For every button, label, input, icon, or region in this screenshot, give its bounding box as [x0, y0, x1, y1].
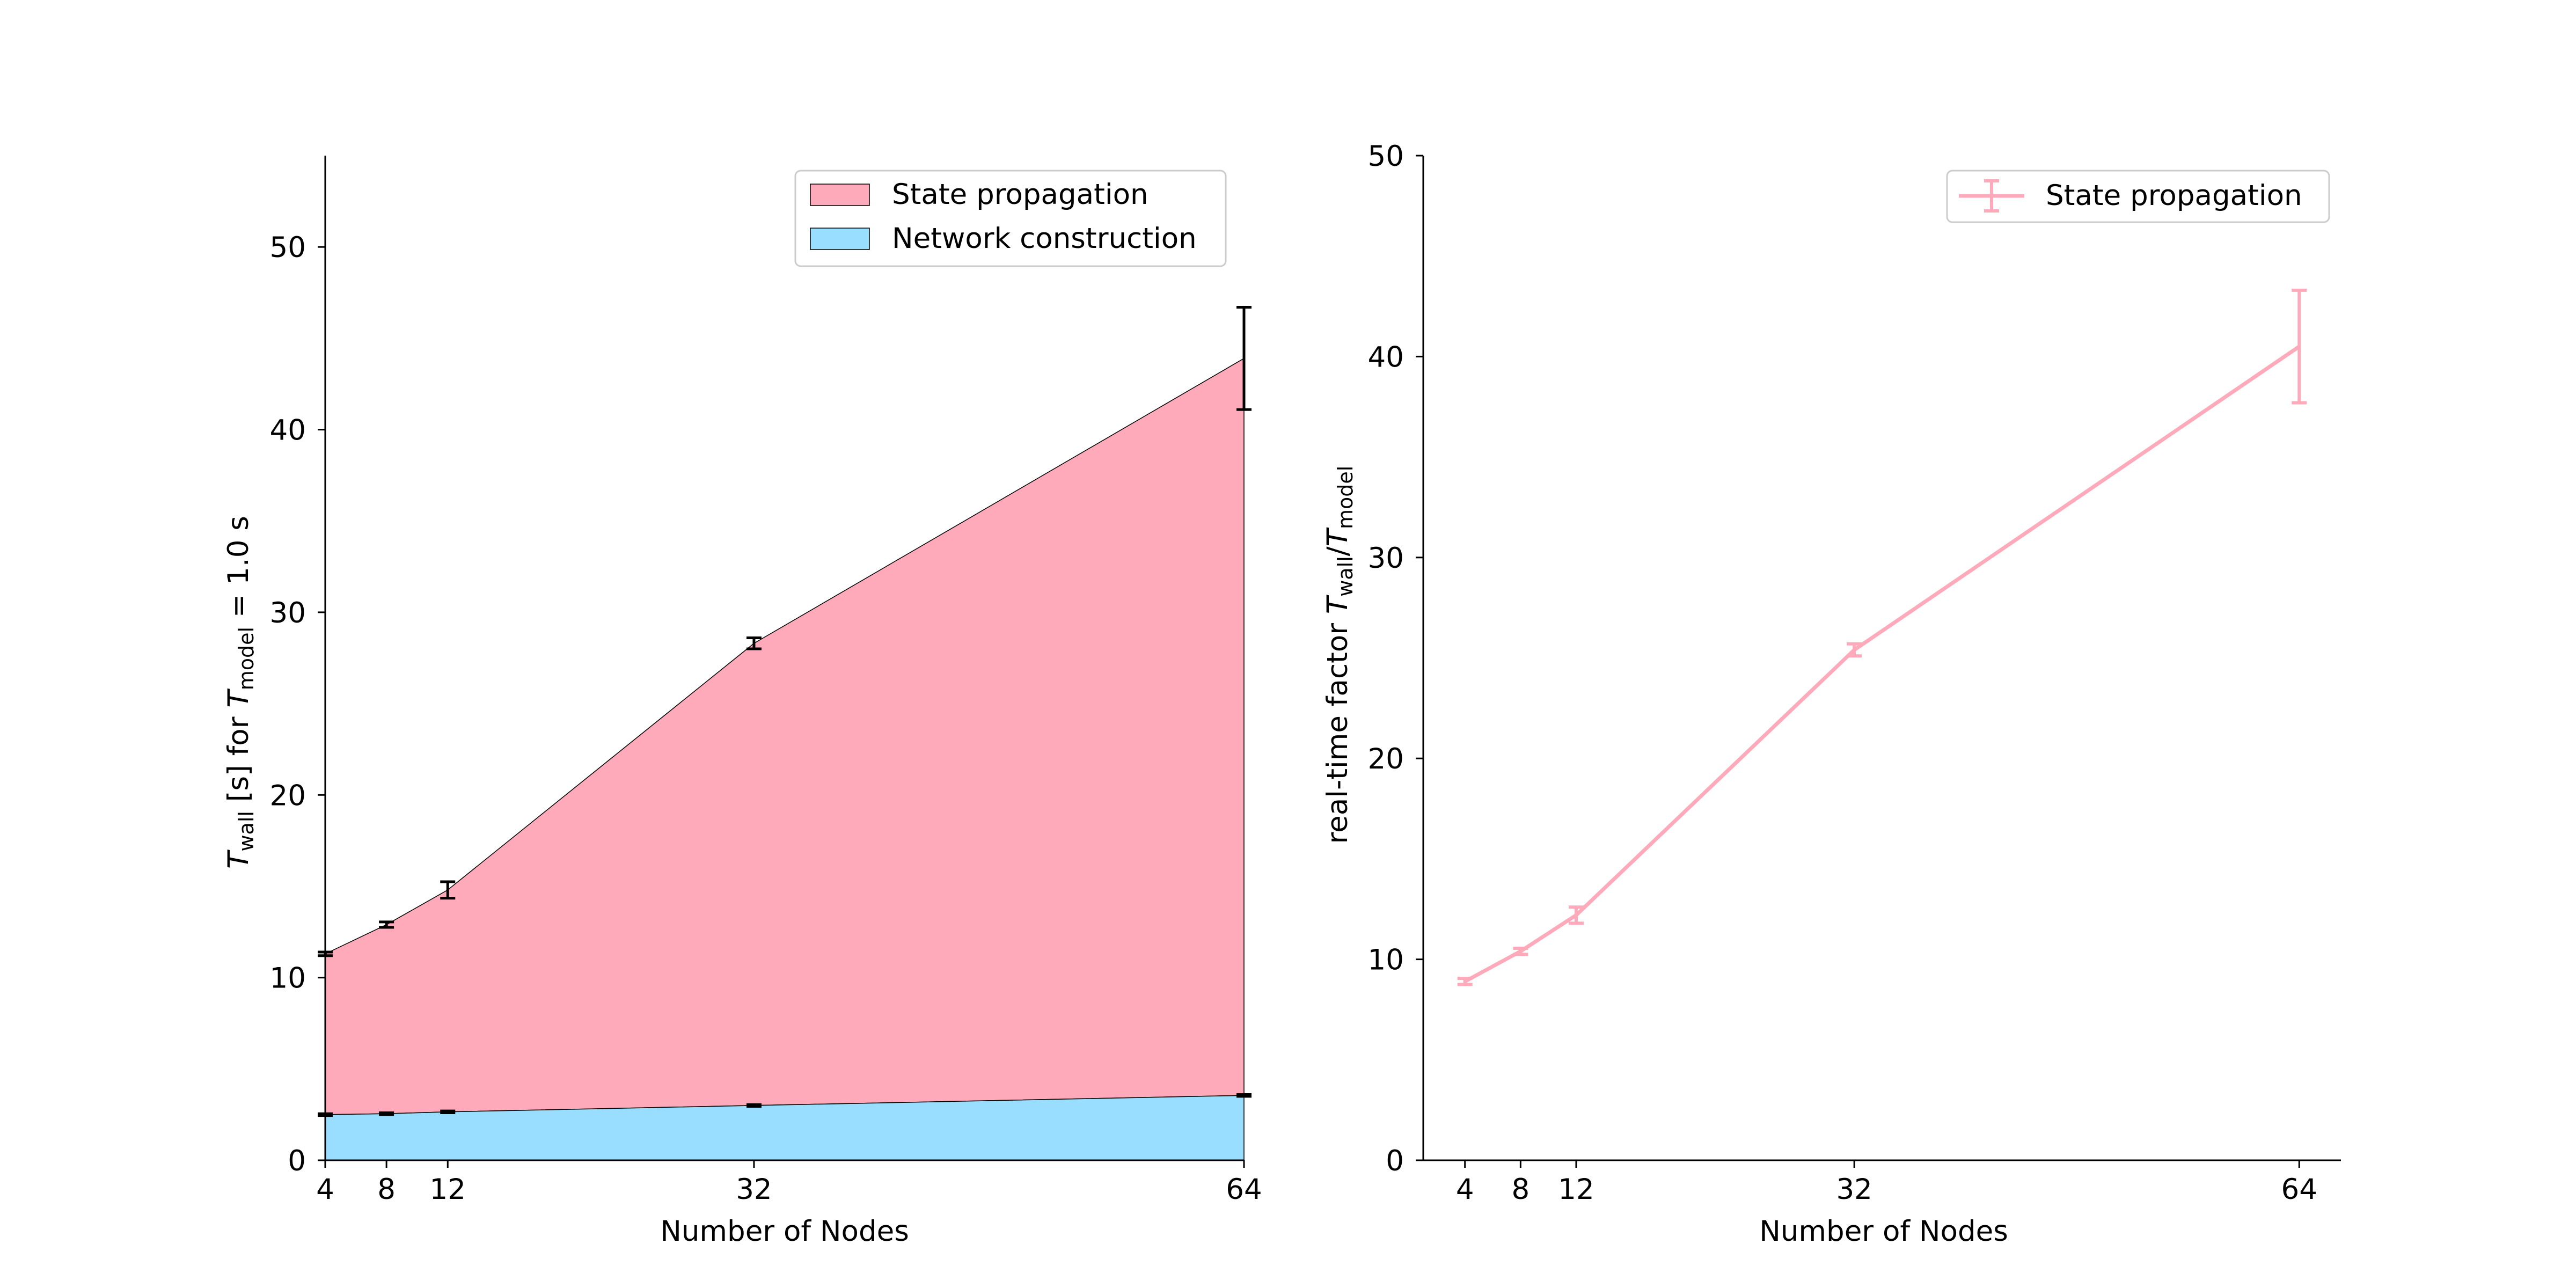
legend-swatch-network-construction	[810, 228, 870, 250]
left-y-ticks: 0 10 20 30 40 50	[270, 231, 325, 1177]
legend-label-right-state-propagation: State propagation	[2046, 179, 2302, 212]
left-axes	[324, 156, 1244, 1161]
right-series-line	[1464, 345, 2301, 983]
real-time-factor-error-bar	[2292, 288, 2307, 405]
legend-label-network-construction: Network construction	[892, 222, 1197, 255]
right-axes	[1422, 156, 2341, 1161]
y-tick-label: 30	[1368, 542, 1404, 575]
x-tick-label: 32	[736, 1173, 772, 1206]
real-time-factor-error-bar	[1513, 947, 1528, 956]
y-tick-label: 0	[288, 1145, 306, 1177]
y-tick-label: 40	[1368, 341, 1404, 374]
right-chart-panel: 4 8 12 32 64 0 10 20 30 40 50 Number of Nodes rea…	[1321, 140, 2341, 1248]
network-construction-error-bar	[379, 1111, 394, 1116]
state-propagation-error-bar	[746, 636, 762, 650]
state-propagation-area	[325, 357, 1245, 1115]
right-y-axis-title: real-time factor Twall/Tmodel	[1321, 466, 1357, 844]
y-tick-label: 20	[1368, 743, 1404, 775]
network-construction-error-bar	[746, 1103, 762, 1108]
y-tick-label: 20	[270, 779, 306, 812]
y-tick-label: 50	[270, 231, 306, 264]
right-y-ticks: 0 10 20 30 40 50	[1368, 140, 1423, 1177]
legend-label-state-propagation: State propagation	[892, 178, 1148, 211]
state-propagation-error-bar	[1236, 306, 1252, 411]
state-propagation-error-bar	[440, 880, 456, 900]
y-tick-label: 50	[1368, 140, 1404, 173]
left-chart-panel: 4 8 12 32 64 0 10 20 30 40 50 Number of Nodes Twa…	[222, 156, 1262, 1248]
left-y-axis-title: Twall [s] for Tmodel = 1.0 s	[222, 516, 258, 869]
y-tick-label: 40	[270, 414, 306, 447]
y-tick-label: 30	[270, 597, 306, 630]
left-x-ticks: 4 8 12 32 64	[316, 1160, 1262, 1206]
right-legend: State propagation	[1946, 170, 2330, 223]
x-tick-label: 12	[1558, 1173, 1594, 1206]
left-legend: State propagation Network construction	[794, 170, 1227, 267]
right-x-axis-title: Number of Nodes	[1759, 1215, 2008, 1248]
x-tick-label: 4	[316, 1173, 334, 1206]
real-time-factor-error-bar	[1569, 905, 1584, 925]
right-error-bars	[1457, 288, 2307, 986]
x-tick-label: 64	[2281, 1173, 2317, 1206]
x-tick-label: 64	[1226, 1173, 1262, 1206]
y-tick-label: 10	[270, 962, 306, 995]
x-tick-label: 8	[377, 1173, 396, 1206]
legend-swatch-state-propagation	[810, 184, 870, 206]
left-x-axis-title: Number of Nodes	[660, 1215, 909, 1248]
real-time-factor-error-bar	[1457, 977, 1473, 986]
left-legend-box	[794, 170, 1227, 267]
y-tick-label: 10	[1368, 944, 1404, 977]
x-tick-label: 4	[1456, 1173, 1474, 1206]
state-propagation-error-bar	[379, 920, 394, 929]
x-tick-label: 12	[430, 1173, 466, 1206]
legend-marker-state-propagation	[1959, 179, 2024, 213]
network-construction-error-bar	[1236, 1093, 1252, 1098]
x-tick-label: 32	[1836, 1173, 1872, 1206]
x-tick-label: 8	[1511, 1173, 1529, 1206]
right-legend-box	[1946, 170, 2330, 223]
state-propagation-area-fill	[325, 357, 1245, 1115]
y-tick-label: 0	[1386, 1145, 1404, 1177]
right-x-ticks: 4 8 12 32 64	[1456, 1160, 2317, 1206]
real-time-factor-error-bar	[1847, 642, 1862, 658]
state-propagation-line	[1464, 345, 2301, 983]
network-construction-error-bar	[440, 1109, 456, 1115]
